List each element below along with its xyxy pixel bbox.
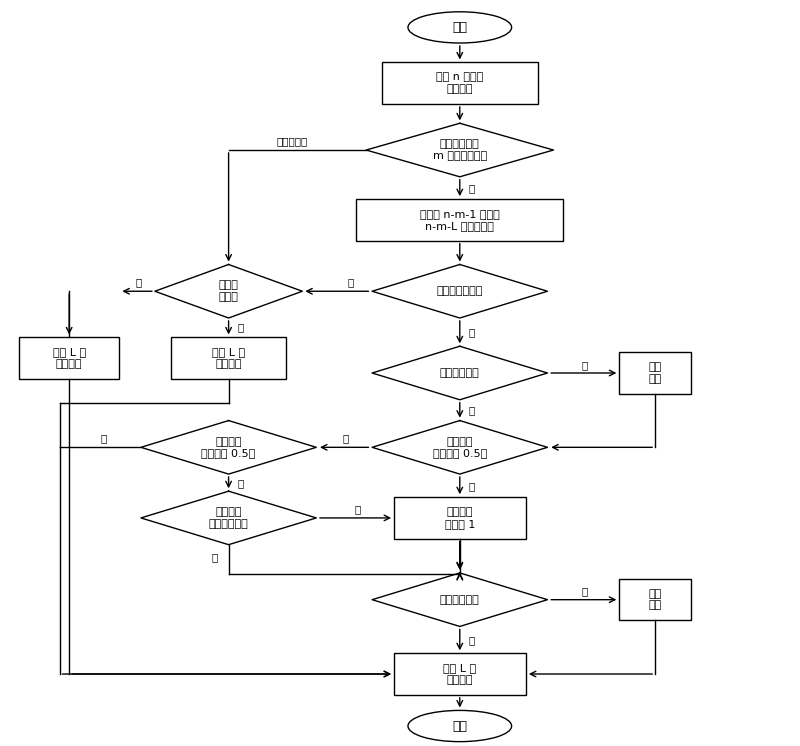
Text: 截掉数据
部分等于 0.5？: 截掉数据 部分等于 0.5？: [202, 436, 256, 458]
Text: 是: 是: [582, 586, 588, 596]
Text: 变成
原码: 变成 原码: [649, 363, 662, 383]
Text: 结束: 结束: [452, 720, 467, 733]
Bar: [356, 199, 563, 241]
Text: 变成
补码: 变成 补码: [649, 589, 662, 610]
Bar: [19, 337, 119, 379]
Text: 是: 是: [238, 478, 244, 488]
Text: 否: 否: [342, 433, 349, 443]
Text: 开始: 开始: [452, 21, 467, 34]
Text: 接收 n 位宽度
输入数据: 接收 n 位宽度 输入数据: [436, 72, 483, 94]
Text: 输出 L 位
最大正值: 输出 L 位 最大正值: [53, 348, 86, 369]
Text: 截取第 n-m-1 位到第
n-m-L 位之间数据: 截取第 n-m-1 位到第 n-m-L 位之间数据: [420, 209, 500, 231]
Text: 是否是负数？: 是否是负数？: [440, 368, 480, 378]
Text: 输出 L 位
宽度数据: 输出 L 位 宽度数据: [443, 663, 476, 685]
Text: 截取数据
部分是奇数？: 截取数据 部分是奇数？: [209, 507, 249, 529]
Text: 否（溢出）: 否（溢出）: [277, 136, 308, 146]
Text: 否: 否: [469, 405, 475, 416]
Text: 是: 是: [469, 481, 475, 491]
Bar: [170, 337, 286, 379]
Bar: [382, 63, 538, 104]
Text: 是否是最小值？: 是否是最小值？: [437, 286, 483, 296]
Text: 是: 是: [469, 183, 475, 193]
Text: 输出 L 位
最大负值: 输出 L 位 最大负值: [212, 348, 245, 369]
Text: 否: 否: [100, 433, 106, 443]
Text: 否: 否: [469, 635, 475, 645]
Text: 截掉数据
部分大于 0.5？: 截掉数据 部分大于 0.5？: [433, 436, 487, 458]
Text: 是否是
正数？: 是否是 正数？: [218, 280, 238, 302]
Bar: [619, 579, 691, 621]
Bar: [619, 352, 691, 394]
Text: 是否是负数？: 是否是负数？: [440, 595, 480, 605]
Text: 截取数据
部分加 1: 截取数据 部分加 1: [445, 507, 475, 529]
Text: 是: 是: [582, 360, 588, 370]
Bar: [394, 653, 526, 695]
Text: 是: 是: [354, 504, 361, 514]
Text: 最高字节的高
m 位是否相同？: 最高字节的高 m 位是否相同？: [433, 140, 487, 161]
Bar: [394, 497, 526, 539]
Text: 是: 是: [135, 278, 142, 287]
Text: 否: 否: [469, 327, 475, 337]
Text: 否: 否: [212, 552, 218, 562]
Text: 是: 是: [347, 278, 354, 287]
Text: 否: 否: [238, 323, 244, 333]
